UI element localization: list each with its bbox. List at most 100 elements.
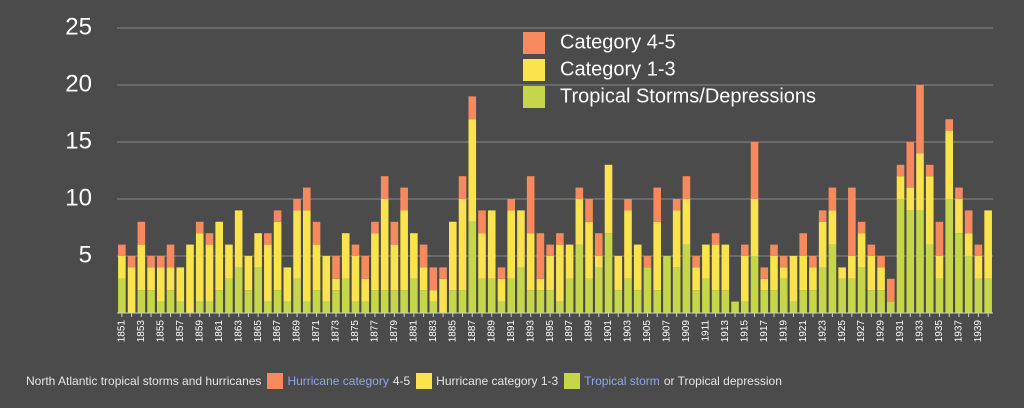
bar-segment bbox=[964, 233, 973, 256]
bar-segment bbox=[916, 210, 924, 313]
x-tick-label: 1851 bbox=[117, 320, 128, 343]
bar-segment bbox=[750, 199, 759, 256]
x-tick-label: 1935 bbox=[934, 320, 945, 343]
bar-segment bbox=[828, 244, 837, 313]
bar-segment bbox=[244, 290, 253, 313]
bar-segment bbox=[955, 199, 963, 234]
bar-segment bbox=[741, 301, 749, 313]
bar-segment bbox=[166, 244, 175, 268]
bar-segment bbox=[429, 290, 438, 302]
bar-segment bbox=[264, 244, 272, 302]
caption-text: 4-5 bbox=[392, 374, 411, 388]
x-tick-label: 1857 bbox=[175, 320, 186, 343]
bar-segment bbox=[828, 210, 837, 245]
y-tick-label: 5 bbox=[79, 241, 92, 268]
bar-segment bbox=[585, 199, 593, 222]
bar-segment bbox=[867, 244, 876, 256]
bar-segment bbox=[809, 256, 817, 268]
bar-segment bbox=[848, 256, 856, 279]
bar-segment bbox=[556, 233, 564, 245]
bar-segment bbox=[351, 256, 360, 302]
bar-segment bbox=[614, 290, 623, 313]
bar-segment bbox=[731, 301, 739, 313]
bar-segment bbox=[624, 278, 632, 313]
x-tick-label: 1895 bbox=[545, 320, 556, 343]
caption-swatch bbox=[416, 373, 433, 389]
bar-segment bbox=[332, 278, 340, 291]
caption: North Atlantic tropical storms and hurri… bbox=[26, 373, 782, 389]
bar-segment bbox=[711, 233, 720, 245]
bar-segment bbox=[468, 96, 477, 120]
bar-segment bbox=[341, 278, 350, 313]
bar-segment bbox=[439, 278, 447, 313]
bar-segment bbox=[682, 199, 691, 245]
bar-segment bbox=[137, 244, 146, 291]
x-tick-label: 1859 bbox=[194, 320, 205, 343]
bar-segment bbox=[419, 244, 428, 268]
legend-swatch bbox=[523, 86, 545, 108]
bar-segment bbox=[419, 290, 428, 313]
caption-title: North Atlantic tropical storms and hurri… bbox=[26, 374, 262, 388]
x-tick-label: 1919 bbox=[778, 320, 789, 343]
x-tick-label: 1889 bbox=[486, 320, 497, 343]
bar-segment bbox=[925, 176, 934, 245]
bar-segment bbox=[955, 187, 963, 199]
legend-label: Category 1-3 bbox=[560, 58, 676, 80]
bar-segment bbox=[468, 119, 477, 222]
x-tick-label: 1877 bbox=[370, 320, 381, 343]
bar-segment bbox=[371, 233, 379, 291]
bar-segment bbox=[390, 290, 399, 313]
x-tick-label: 1871 bbox=[311, 320, 322, 343]
bar-segment bbox=[526, 290, 535, 313]
x-tick-label: 1923 bbox=[817, 320, 828, 343]
bar-segment bbox=[604, 233, 613, 313]
bar-segment bbox=[633, 290, 642, 313]
bar-segment bbox=[127, 267, 136, 313]
bar-segment bbox=[595, 233, 603, 256]
bar-segment bbox=[848, 278, 856, 313]
bar-segment bbox=[234, 267, 243, 313]
bar-segment bbox=[643, 267, 652, 313]
bar-segment bbox=[517, 267, 525, 313]
x-tick-label: 1925 bbox=[837, 320, 848, 343]
x-tick-label: 1905 bbox=[642, 320, 653, 343]
y-tick-label: 15 bbox=[65, 127, 92, 154]
chart: 5 10 15 20 25 1851 1853 1855 1857 1859 1861 1863 186… bbox=[65, 13, 993, 343]
bar-segment bbox=[838, 267, 846, 279]
bar-segment bbox=[770, 290, 778, 313]
bar-segment bbox=[653, 221, 661, 291]
bar-segment bbox=[303, 301, 311, 313]
bar-segment bbox=[945, 119, 953, 131]
bar-segment bbox=[682, 244, 691, 313]
y-tick-label: 20 bbox=[65, 70, 92, 97]
bar-segment bbox=[526, 233, 535, 291]
bar-segment bbox=[351, 244, 360, 256]
bar-segment bbox=[692, 267, 700, 291]
bar-segment bbox=[293, 199, 301, 211]
bar-segment bbox=[312, 290, 321, 313]
bar-segment bbox=[672, 210, 681, 268]
bar-segment bbox=[770, 244, 778, 256]
bar-segment bbox=[234, 210, 243, 268]
x-tick-label: 1869 bbox=[292, 320, 303, 343]
bar-segment bbox=[536, 233, 545, 279]
bar-segment bbox=[195, 233, 204, 302]
bar-segment bbox=[984, 210, 992, 279]
bar-segment bbox=[205, 244, 214, 302]
x-tick-label: 1915 bbox=[739, 320, 750, 343]
bar-segment bbox=[643, 256, 652, 268]
x-tick-label: 1899 bbox=[584, 320, 595, 343]
x-tick-label: 1891 bbox=[506, 320, 517, 343]
bar-segment bbox=[546, 244, 554, 256]
bar-segment bbox=[517, 210, 525, 268]
bar-segment bbox=[575, 187, 584, 199]
bar-segment bbox=[741, 244, 749, 256]
bar-segment bbox=[497, 301, 506, 313]
bar-segment bbox=[283, 301, 292, 313]
x-tick-label: 1897 bbox=[564, 320, 575, 343]
caption-link[interactable]: Hurricane category bbox=[287, 374, 389, 388]
bar-segment bbox=[507, 199, 515, 211]
bar-segment bbox=[857, 267, 866, 313]
caption-link[interactable]: Tropical storm bbox=[584, 374, 660, 388]
bar-segment bbox=[750, 142, 759, 199]
